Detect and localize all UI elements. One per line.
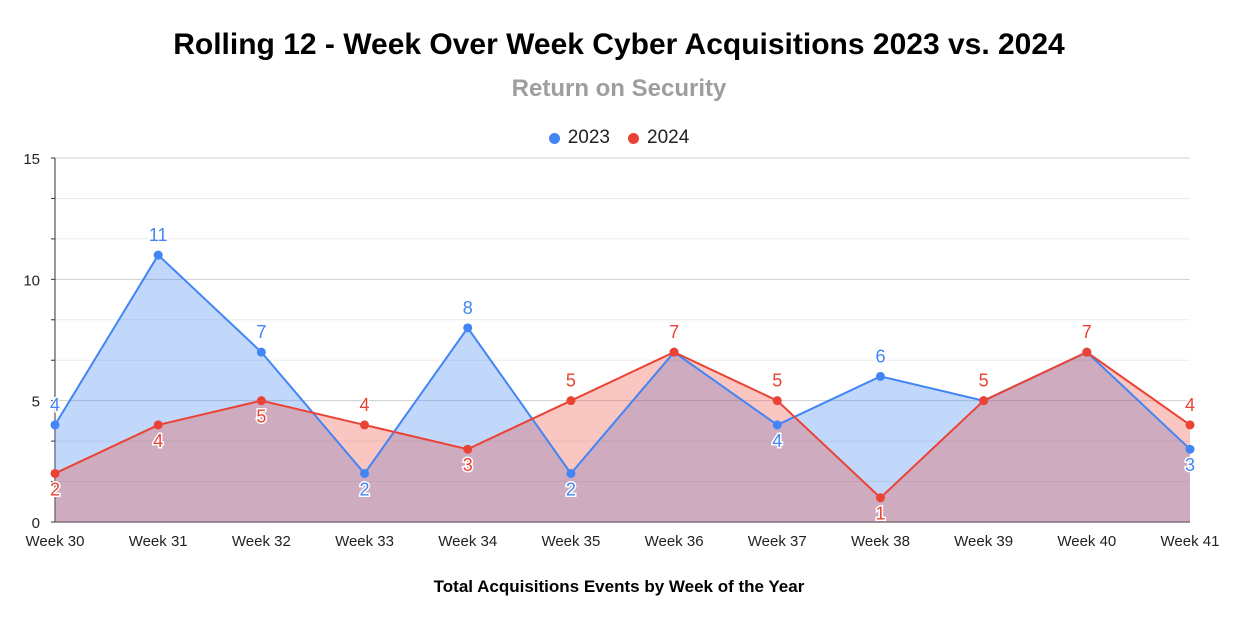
data-label-2024: 5 xyxy=(979,371,989,391)
x-tick-label: Week 41 xyxy=(1161,533,1220,550)
y-tick-label: 0 xyxy=(32,515,40,532)
x-tick-label: Week 30 xyxy=(26,533,85,550)
data-point-2024 xyxy=(50,468,60,478)
x-tick-label: Week 39 xyxy=(954,533,1013,550)
legend-item-2024[interactable]: 2024 xyxy=(628,127,689,149)
x-tick-label: Week 34 xyxy=(438,533,497,550)
legend: 2023 2024 xyxy=(0,127,1238,149)
data-point-2024 xyxy=(566,396,576,406)
line-series-2024 xyxy=(54,350,1191,500)
data-point-2023 xyxy=(1185,444,1195,454)
data-label-2024: 2 xyxy=(50,479,60,499)
x-tick-label: Week 35 xyxy=(541,533,600,550)
data-label-2023: 7 xyxy=(256,322,266,342)
data-point-2024 xyxy=(1082,347,1092,357)
chart-subtitle: Return on Security xyxy=(511,75,727,102)
x-tick-label: Week 37 xyxy=(748,533,807,550)
x-tick-label: Week 40 xyxy=(1057,533,1116,550)
data-point-2024 xyxy=(463,444,473,454)
y-tick-label: 5 xyxy=(32,394,40,411)
data-point-2024 xyxy=(669,347,679,357)
data-label-2024: 3 xyxy=(463,455,473,475)
data-label-2023: 3 xyxy=(1185,455,1195,475)
legend-swatch-2023 xyxy=(548,132,560,144)
data-point-2024 xyxy=(875,493,885,503)
y-tick-label: 15 xyxy=(23,151,40,168)
data-point-2023 xyxy=(153,250,163,260)
x-tick-label: Week 31 xyxy=(129,533,188,550)
data-point-2023 xyxy=(463,323,473,333)
data-label-2023: 2 xyxy=(566,479,576,499)
legend-label-2024: 2024 xyxy=(647,127,690,148)
data-label-2023: 6 xyxy=(875,346,885,366)
area-series-2023 xyxy=(55,255,1190,523)
x-tick-label: Week 33 xyxy=(335,533,394,550)
data-label-2024: 4 xyxy=(360,395,370,415)
legend-swatch-2024 xyxy=(628,132,639,144)
data-label-2023: 5 xyxy=(979,371,989,391)
data-label-2023: 4 xyxy=(50,395,60,415)
data-point-2024 xyxy=(153,420,163,430)
data-label-2024: 7 xyxy=(669,322,679,342)
data-label-2024: 4 xyxy=(153,431,163,451)
data-point-2023 xyxy=(50,420,60,430)
data-label-2024: 5 xyxy=(256,407,266,427)
data-point-2023 xyxy=(566,468,576,478)
data-point-2024 xyxy=(979,396,989,406)
data-point-2024 xyxy=(772,396,782,406)
data-label-2024: 7 xyxy=(1082,322,1092,342)
data-point-2024 xyxy=(360,420,370,430)
legend-label-2023: 2023 xyxy=(567,127,610,148)
data-point-2023 xyxy=(256,347,266,357)
data-point-2024 xyxy=(1185,420,1195,430)
x-axis-title: Total Acquisitions Events by Week of the… xyxy=(433,577,805,596)
data-label-2024: 5 xyxy=(566,371,576,391)
x-tick-label: Week 36 xyxy=(645,533,704,550)
data-label-2023: 4 xyxy=(772,431,782,451)
area-series-2024 xyxy=(55,352,1190,522)
data-point-2024 xyxy=(256,396,266,406)
data-point-2023 xyxy=(360,468,370,478)
data-label-2024: 4 xyxy=(1185,395,1195,415)
data-label-2023: 7 xyxy=(669,322,679,342)
data-point-2023 xyxy=(772,420,782,430)
data-label-2024: 5 xyxy=(772,371,782,391)
data-label-2023: 11 xyxy=(149,225,168,245)
y-tick-label: 10 xyxy=(23,272,40,289)
data-label-2023: 8 xyxy=(463,298,473,318)
x-tick-label: Week 38 xyxy=(851,533,910,550)
x-tick-label: Week 32 xyxy=(232,533,291,550)
data-label-2024: 1 xyxy=(875,504,885,524)
data-label-2023: 2 xyxy=(360,479,370,499)
chart-title: Rolling 12 - Week Over Week Cyber Acquis… xyxy=(173,28,1065,61)
data-label-2023: 7 xyxy=(1082,322,1092,342)
legend-item-2023[interactable]: 2023 xyxy=(548,127,610,149)
data-point-2023 xyxy=(875,371,885,381)
